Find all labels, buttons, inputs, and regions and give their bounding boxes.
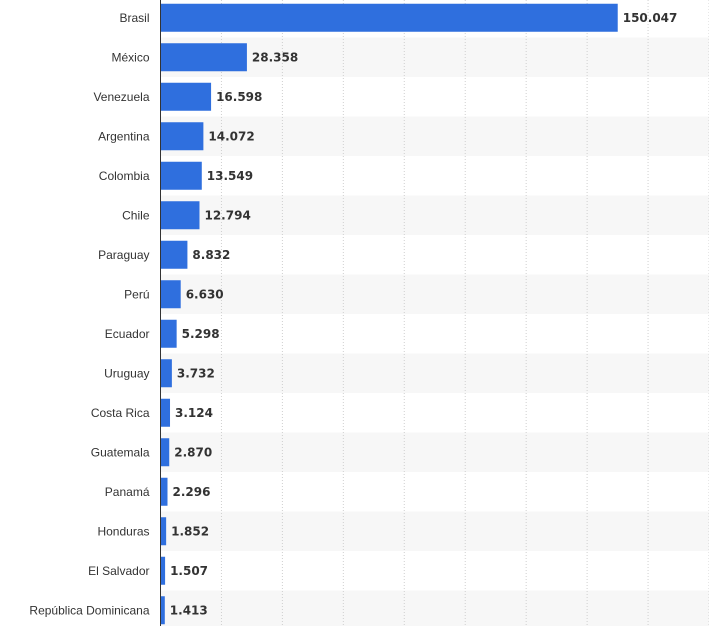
bars (160, 3, 618, 625)
category-label: Uruguay (104, 366, 149, 380)
bar[interactable] (160, 556, 166, 585)
bar[interactable] (160, 3, 618, 32)
row-band (160, 274, 709, 314)
bar[interactable] (160, 82, 212, 111)
row-band (160, 511, 709, 551)
bar[interactable] (160, 438, 170, 467)
row-band (160, 37, 709, 77)
value-label: 16.598 (216, 90, 262, 104)
category-label: Brasil (119, 11, 149, 25)
bar[interactable] (160, 122, 204, 151)
row-bands (160, 37, 709, 626)
bar[interactable] (160, 359, 172, 388)
value-label: 1.852 (171, 524, 209, 538)
bar[interactable] (160, 596, 165, 625)
gridlines (220, 0, 709, 626)
bar[interactable] (160, 517, 167, 546)
category-label: Panamá (105, 485, 150, 499)
bar[interactable] (160, 477, 168, 506)
category-label: Perú (124, 287, 149, 301)
category-label: El Salvador (88, 564, 149, 578)
value-label: 14.072 (208, 129, 254, 143)
value-label: 150.047 (623, 11, 678, 25)
value-label: 2.870 (174, 445, 212, 459)
bar[interactable] (160, 398, 171, 427)
category-labels: Brasil México Venezuela Argentina Colombia Ch… (29, 11, 149, 618)
row-band (160, 590, 709, 626)
value-label: 6.630 (186, 287, 224, 301)
category-label: República Dominicana (29, 603, 149, 617)
bar[interactable] (160, 43, 247, 72)
category-label: Ecuador (105, 327, 150, 341)
bar[interactable] (160, 161, 202, 190)
category-label: Honduras (97, 524, 149, 538)
category-label: Chile (122, 208, 150, 222)
value-label: 3.732 (177, 366, 215, 380)
value-label: 5.298 (182, 327, 220, 341)
category-label: México (111, 50, 149, 64)
bar[interactable] (160, 280, 181, 309)
value-label: 28.358 (252, 50, 298, 64)
row-band (160, 353, 709, 393)
category-label: Argentina (98, 129, 150, 143)
value-label: 12.794 (204, 208, 250, 222)
bar[interactable] (160, 240, 188, 269)
row-band (160, 116, 709, 156)
value-label: 3.124 (175, 406, 213, 420)
bar[interactable] (160, 319, 177, 348)
category-label: Costa Rica (91, 406, 150, 420)
value-label: 8.832 (192, 248, 230, 262)
category-label: Colombia (99, 169, 150, 183)
bar[interactable] (160, 201, 200, 230)
row-band (160, 432, 709, 472)
category-label: Venezuela (93, 90, 149, 104)
value-label: 2.296 (172, 485, 210, 499)
category-label: Guatemala (91, 445, 150, 459)
row-band (160, 195, 709, 235)
value-labels: 150.047 28.358 16.598 14.072 13.549 12.794 8.8… (170, 11, 678, 618)
category-label: Paraguay (98, 248, 149, 262)
value-label: 13.549 (207, 169, 253, 183)
value-label: 1.413 (170, 603, 208, 617)
value-label: 1.507 (170, 564, 208, 578)
